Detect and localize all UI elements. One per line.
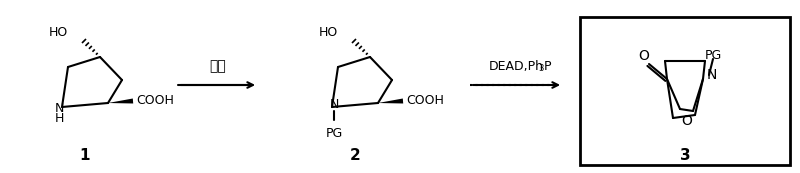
Text: COOH: COOH bbox=[136, 94, 174, 107]
Text: HO: HO bbox=[318, 26, 338, 39]
Text: O: O bbox=[638, 49, 650, 63]
Text: N: N bbox=[54, 102, 64, 116]
Text: H: H bbox=[54, 112, 64, 125]
Polygon shape bbox=[378, 98, 403, 103]
Text: N: N bbox=[330, 98, 338, 112]
Text: 2: 2 bbox=[350, 148, 360, 162]
Text: 3: 3 bbox=[538, 64, 544, 73]
Text: 3: 3 bbox=[680, 148, 690, 162]
Text: PG: PG bbox=[326, 127, 342, 140]
Text: PG: PG bbox=[704, 49, 722, 62]
Text: 1: 1 bbox=[80, 148, 90, 162]
Text: N: N bbox=[707, 68, 718, 82]
Bar bbox=[580, 17, 790, 165]
Text: HO: HO bbox=[49, 26, 68, 39]
Text: COOH: COOH bbox=[406, 94, 444, 107]
Text: P: P bbox=[543, 60, 551, 73]
Text: 保护: 保护 bbox=[210, 59, 226, 73]
Text: DEAD,Ph: DEAD,Ph bbox=[489, 60, 544, 73]
Text: O: O bbox=[682, 114, 693, 128]
Polygon shape bbox=[108, 98, 133, 103]
